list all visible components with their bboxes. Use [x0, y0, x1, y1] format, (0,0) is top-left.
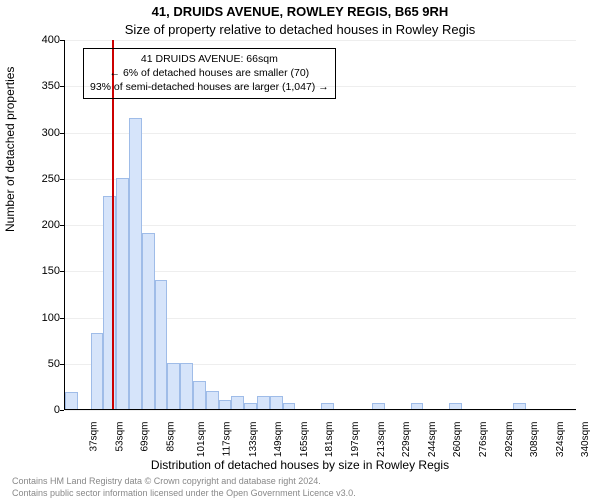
ytick-label: 400 [42, 34, 60, 46]
ytick-mark [60, 40, 64, 41]
histogram-bar [513, 403, 526, 409]
chart-plot-area: 41 DRUIDS AVENUE: 66sqm ← 6% of detached… [64, 40, 576, 410]
histogram-bar [142, 233, 155, 409]
xtick-label: 213sqm [376, 422, 387, 458]
xtick-label: 340sqm [580, 422, 591, 458]
xtick-label: 308sqm [529, 422, 540, 458]
xtick-label: 53sqm [114, 422, 125, 452]
histogram-bar [219, 400, 232, 409]
xtick-label: 165sqm [299, 422, 310, 458]
xtick-label: 85sqm [165, 422, 176, 452]
histogram-bar [65, 392, 78, 409]
ytick-label: 100 [42, 312, 60, 324]
histogram-bar [449, 403, 462, 409]
xtick-label: 244sqm [427, 422, 438, 458]
ytick-mark [60, 133, 64, 134]
ytick-label: 350 [42, 80, 60, 92]
xtick-label: 276sqm [478, 422, 489, 458]
annotation-line2: ← 6% of detached houses are smaller (70) [90, 66, 329, 80]
histogram-bar [167, 363, 180, 409]
xtick-label: 149sqm [273, 422, 284, 458]
chart-title-sub: Size of property relative to detached ho… [0, 22, 600, 37]
histogram-bar [206, 391, 219, 410]
xtick-label: 292sqm [504, 422, 515, 458]
histogram-bar [270, 396, 283, 409]
gridline [65, 40, 576, 41]
xtick-label: 181sqm [324, 422, 335, 458]
histogram-bar [180, 363, 193, 409]
xtick-label: 117sqm [221, 422, 232, 457]
ytick-mark [60, 364, 64, 365]
ytick-mark [60, 86, 64, 87]
xtick-label: 69sqm [140, 422, 151, 452]
ytick-mark [60, 271, 64, 272]
ytick-label: 250 [42, 173, 60, 185]
annotation-box: 41 DRUIDS AVENUE: 66sqm ← 6% of detached… [83, 48, 336, 99]
ytick-mark [60, 410, 64, 411]
histogram-bar [91, 333, 104, 409]
chart-title-main: 41, DRUIDS AVENUE, ROWLEY REGIS, B65 9RH [0, 4, 600, 19]
histogram-bar [257, 396, 270, 409]
histogram-bar [193, 381, 206, 409]
xtick-label: 197sqm [350, 422, 361, 458]
histogram-bar [244, 403, 257, 409]
footer-line1: Contains HM Land Registry data © Crown c… [12, 476, 321, 486]
histogram-bar [231, 396, 244, 409]
histogram-bar [283, 403, 296, 409]
x-axis-label: Distribution of detached houses by size … [0, 458, 600, 472]
ytick-mark [60, 179, 64, 180]
ytick-label: 50 [48, 358, 60, 370]
histogram-bar [129, 118, 142, 409]
annotation-line1: 41 DRUIDS AVENUE: 66sqm [90, 52, 329, 66]
ytick-mark [60, 318, 64, 319]
histogram-bar [321, 403, 334, 409]
ytick-label: 200 [42, 219, 60, 231]
ytick-label: 150 [42, 265, 60, 277]
gridline [65, 410, 576, 411]
histogram-bar [372, 403, 385, 409]
ytick-label: 300 [42, 127, 60, 139]
ytick-mark [60, 225, 64, 226]
histogram-bar [155, 280, 168, 410]
xtick-label: 101sqm [196, 422, 207, 458]
annotation-line3: 93% of semi-detached houses are larger (… [90, 80, 329, 94]
xtick-label: 229sqm [401, 422, 412, 458]
histogram-bar [103, 196, 116, 409]
y-axis-label: Number of detached properties [3, 67, 17, 232]
histogram-bar [116, 178, 129, 409]
xtick-label: 324sqm [555, 422, 566, 458]
footer-line2: Contains public sector information licen… [12, 488, 356, 498]
xtick-label: 260sqm [452, 422, 463, 458]
histogram-bar [411, 403, 424, 409]
xtick-label: 37sqm [89, 422, 100, 452]
xtick-label: 133sqm [248, 422, 259, 458]
